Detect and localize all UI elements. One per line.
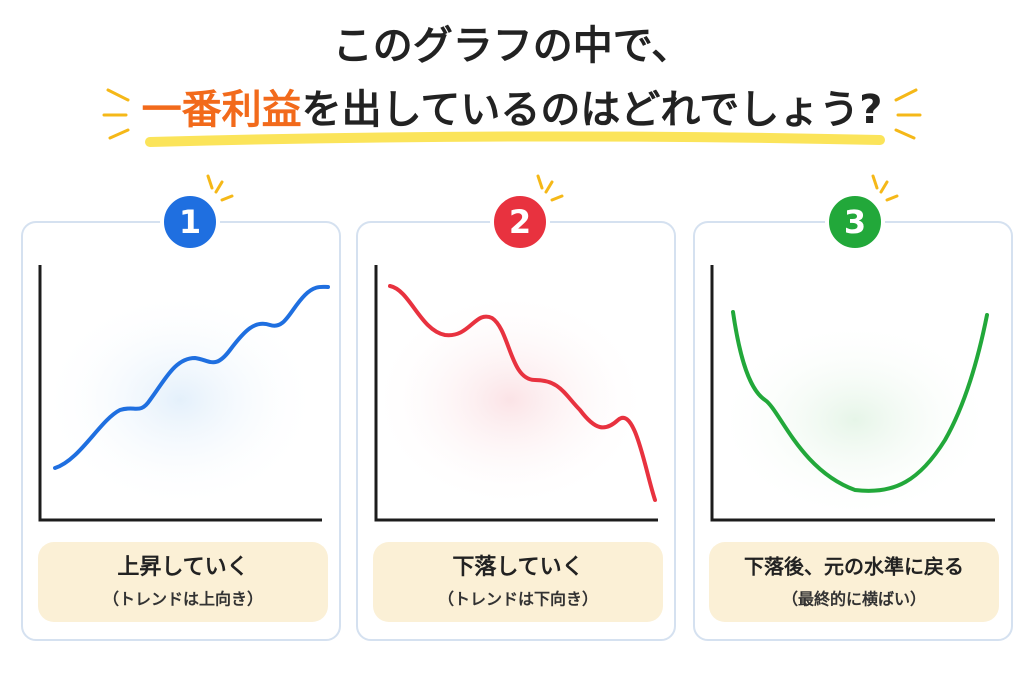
glow [370,290,650,510]
title-line2: 一番利益を出しているのはどれでしょう? [142,87,883,133]
trend-curve [731,310,989,493]
axes [38,265,322,522]
label: 下落していく [452,555,583,580]
trend-curve [388,284,657,502]
rays [536,174,564,202]
label-box [709,542,999,622]
sublabel: （トレンドは下向き） [438,590,598,609]
title-highlight: 一番利益 [142,87,302,133]
rays [206,174,234,202]
sublabel: （トレンドは上向き） [103,590,263,609]
number: 2 [509,203,531,241]
label: 下落後、元の水準に戻る [744,555,964,579]
number: 1 [179,203,201,241]
axes [710,265,995,522]
trend-curve [53,284,330,470]
glow [40,290,320,510]
highlight-underline [145,131,885,147]
axes [374,265,658,522]
title-rays [102,88,922,140]
number-badge [160,192,220,252]
label: 上昇していく [117,555,248,580]
number: 3 [844,203,866,241]
rays [871,174,899,202]
number-badge [490,192,550,252]
label-box [373,542,663,622]
label-box [38,542,328,622]
title-rest: を出しているのはどれでしょう? [302,87,883,133]
glow [715,320,995,520]
sublabel: （最終的に横ばい） [782,590,926,609]
number-badge [825,192,885,252]
title-line1: このグラフの中で、 [333,23,691,69]
